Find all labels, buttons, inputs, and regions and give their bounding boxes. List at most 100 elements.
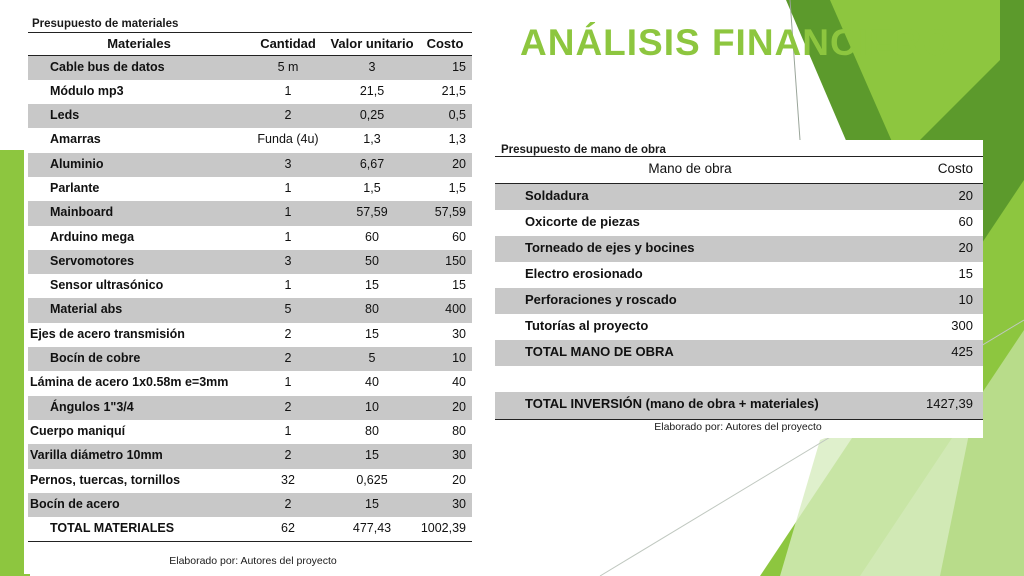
material-name: Bocín de cobre [28, 347, 250, 372]
labor-item-cost: 1427,39 [886, 391, 983, 420]
labor-item-name: Soldadura [495, 183, 886, 210]
material-quantity: 32 [281, 472, 295, 487]
header-costo: Costo [418, 32, 472, 56]
material-unit-value: 0,625 [356, 472, 388, 487]
slide-title: ANÁLISIS FINANCIERO [520, 22, 953, 63]
labor-item-name: TOTAL MANO DE OBRA [495, 339, 886, 366]
material-cost: 30 [418, 492, 472, 518]
labor-item-cost: 10 [886, 287, 983, 314]
material-name: Arduino mega [50, 229, 135, 244]
materials-row: Bocín de cobre 2 5 10 [28, 347, 472, 372]
material-quantity: 2 [250, 104, 326, 129]
labor-caption: Presupuesto de mano de obra [501, 144, 666, 156]
material-unit-value: 80 [365, 423, 379, 438]
material-cost: 15 [452, 278, 466, 293]
header-cantidad: Cantidad [250, 32, 326, 56]
material-name: Material abs [28, 298, 250, 323]
labor-item-name [495, 366, 886, 392]
labor-item-name: Perforaciones y roscado [495, 287, 886, 314]
material-name: Cuerpo maniquí [30, 423, 126, 438]
material-unit-value: 15 [326, 492, 418, 518]
material-cost: 30 [418, 444, 472, 469]
materials-row: Ángulos 1"3/4 2 10 20 [28, 395, 472, 420]
material-quantity: 1 [284, 423, 292, 438]
material-quantity: 2 [250, 395, 326, 420]
materials-row: Lámina de acero 1x0.58m e=3mm 1 40 40 [28, 371, 472, 395]
materials-table: Materiales Cantidad Valor unitario Costo… [28, 32, 472, 542]
labor-row: Oxicorte de piezas 60 [495, 210, 983, 236]
materials-row: Sensor ultrasónico 1 15 15 [28, 274, 472, 298]
materials-row: Amarras Funda (4u) 1,3 1,3 [28, 128, 472, 152]
header-materiales: Materiales [28, 32, 250, 56]
materials-row: Cuerpo maniquí 1 80 80 [28, 420, 472, 444]
material-name: Lámina de acero 1x0.58m e=3mm [30, 375, 229, 390]
material-unit-value: 0,25 [326, 104, 418, 129]
materials-footnote: Elaborado por: Autores del proyecto [169, 555, 337, 567]
material-name: Mainboard [28, 201, 250, 226]
material-unit-value: 60 [365, 229, 379, 244]
material-name: Módulo mp3 [50, 83, 124, 98]
material-unit-value: 6,67 [326, 152, 418, 177]
material-cost: 0,5 [418, 104, 472, 129]
right-light-green-shape [830, 0, 1000, 160]
material-cost: 20 [452, 472, 466, 487]
material-cost: 60 [452, 229, 466, 244]
materials-row: Material abs 5 80 400 [28, 298, 472, 323]
labor-item-cost: 20 [886, 183, 983, 210]
material-name: Leds [28, 104, 250, 129]
materials-row: Varilla diámetro 10mm 2 15 30 [28, 444, 472, 469]
labor-footnote: Elaborado por: Autores del proyecto [654, 421, 822, 433]
labor-row: Torneado de ejes y bocines 20 [495, 235, 983, 262]
material-unit-value: 10 [326, 395, 418, 420]
material-unit-value: 21,5 [359, 83, 385, 98]
header-valor-unitario: Valor unitario [326, 32, 418, 56]
material-unit-value: 15 [365, 326, 379, 341]
material-cost: 20 [418, 395, 472, 420]
material-quantity: 2 [284, 326, 292, 341]
material-quantity: 62 [250, 517, 326, 542]
material-quantity: 1 [284, 180, 292, 195]
materials-row: Bocín de acero 2 15 30 [28, 492, 472, 518]
material-name: Servomotores [28, 249, 250, 275]
material-cost: 1,3 [448, 132, 466, 147]
material-cost: 1002,39 [418, 517, 472, 542]
header-labor-costo: Costo [886, 156, 983, 184]
material-cost: 20 [418, 152, 472, 177]
materials-budget-panel: Presupuesto de materiales Materiales Can… [24, 14, 482, 574]
material-cost: 10 [418, 347, 472, 372]
labor-row: Soldadura 20 [495, 183, 983, 210]
materials-row: Ejes de acero transmisión 2 15 30 [28, 323, 472, 347]
material-name: Ejes de acero transmisión [30, 326, 185, 341]
labor-row [495, 366, 983, 392]
labor-item-name: Oxicorte de piezas [525, 213, 640, 229]
material-quantity: 3 [250, 249, 326, 275]
labor-item-name: Tutorías al proyecto [525, 317, 649, 333]
material-quantity: 1 [284, 83, 292, 98]
material-quantity: 1 [284, 375, 292, 390]
labor-row: Electro erosionado 15 [495, 262, 983, 288]
material-unit-value: 57,59 [326, 201, 418, 226]
material-unit-value: 50 [326, 249, 418, 275]
material-cost: 40 [452, 375, 466, 390]
labor-item-cost: 300 [951, 317, 973, 333]
material-unit-value: 1,5 [363, 180, 381, 195]
labor-item-cost: 15 [958, 265, 973, 281]
material-unit-value: 40 [365, 375, 379, 390]
material-name: Sensor ultrasónico [50, 278, 164, 293]
materials-row: Pernos, tuercas, tornillos 32 0,625 20 [28, 469, 472, 493]
materials-row: Servomotores 3 50 150 [28, 249, 472, 275]
materials-header-row: Materiales Cantidad Valor unitario Costo [28, 32, 472, 56]
labor-item-name: TOTAL INVERSIÓN (mano de obra + material… [495, 391, 886, 420]
material-quantity: 3 [250, 152, 326, 177]
material-cost: 400 [418, 298, 472, 323]
material-name: Amarras [50, 132, 101, 147]
materials-row: Módulo mp3 1 21,5 21,5 [28, 80, 472, 104]
material-quantity: 2 [250, 347, 326, 372]
labor-row: TOTAL INVERSIÓN (mano de obra + material… [495, 391, 983, 420]
material-cost: 57,59 [418, 201, 472, 226]
material-quantity: 1 [284, 278, 292, 293]
material-unit-value: 15 [365, 278, 379, 293]
material-name: Pernos, tuercas, tornillos [30, 472, 181, 487]
labor-item-cost: 20 [886, 235, 983, 262]
materials-row: Parlante 1 1,5 1,5 [28, 177, 472, 201]
